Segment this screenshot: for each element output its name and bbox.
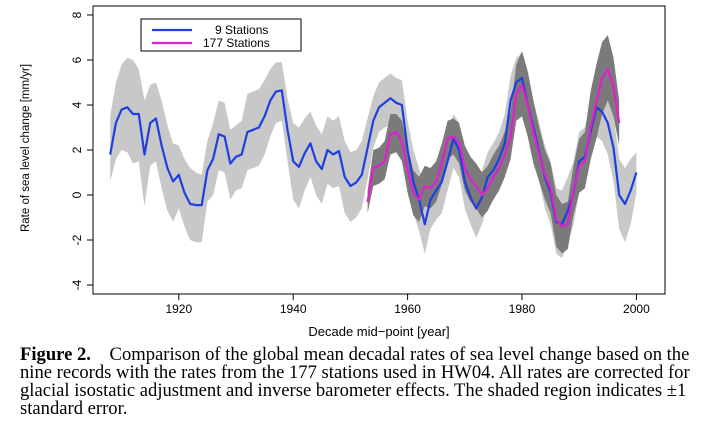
x-tick-label: 2000 xyxy=(623,302,650,316)
error-band-9-stations xyxy=(110,53,637,258)
legend-box xyxy=(140,18,302,52)
y-tick-label: 2 xyxy=(70,146,84,153)
legend-label-177-stations: 177 Stations xyxy=(203,36,270,50)
y-tick-label: -4 xyxy=(70,279,84,290)
figure-caption: Figure 2. Comparison of the global mean … xyxy=(20,344,692,419)
x-tick-label: 1940 xyxy=(280,302,307,316)
x-axis-title: Decade mid−point [year] xyxy=(308,324,449,339)
series-line-9-stations xyxy=(109,76,638,226)
caption-label: Figure 2. xyxy=(20,344,91,365)
error-bands xyxy=(110,35,637,258)
legend: 9 Stations 177 Stations xyxy=(140,18,302,52)
y-tick-label: -2 xyxy=(70,234,84,245)
y-axis-title: Rate of sea level change [mm/yr] xyxy=(20,64,32,232)
y-axis: -4 -2 0 2 4 6 8 xyxy=(70,11,93,290)
x-axis: 1920 1940 1960 1980 2000 xyxy=(165,294,650,316)
y-tick-label: 4 xyxy=(70,101,84,108)
caption-text: Comparison of the global mean decadal ra… xyxy=(20,344,690,419)
y-tick-label: 8 xyxy=(70,11,84,18)
x-tick-label: 1920 xyxy=(165,302,192,316)
y-tick-label: 6 xyxy=(70,56,84,63)
x-tick-label: 1980 xyxy=(509,302,536,316)
legend-label-9-stations: 9 Stations xyxy=(215,23,268,37)
x-tick-label: 1960 xyxy=(394,302,421,316)
series-line-177-stations xyxy=(366,67,621,228)
y-tick-label: 0 xyxy=(70,191,84,198)
series-lines xyxy=(109,67,638,228)
